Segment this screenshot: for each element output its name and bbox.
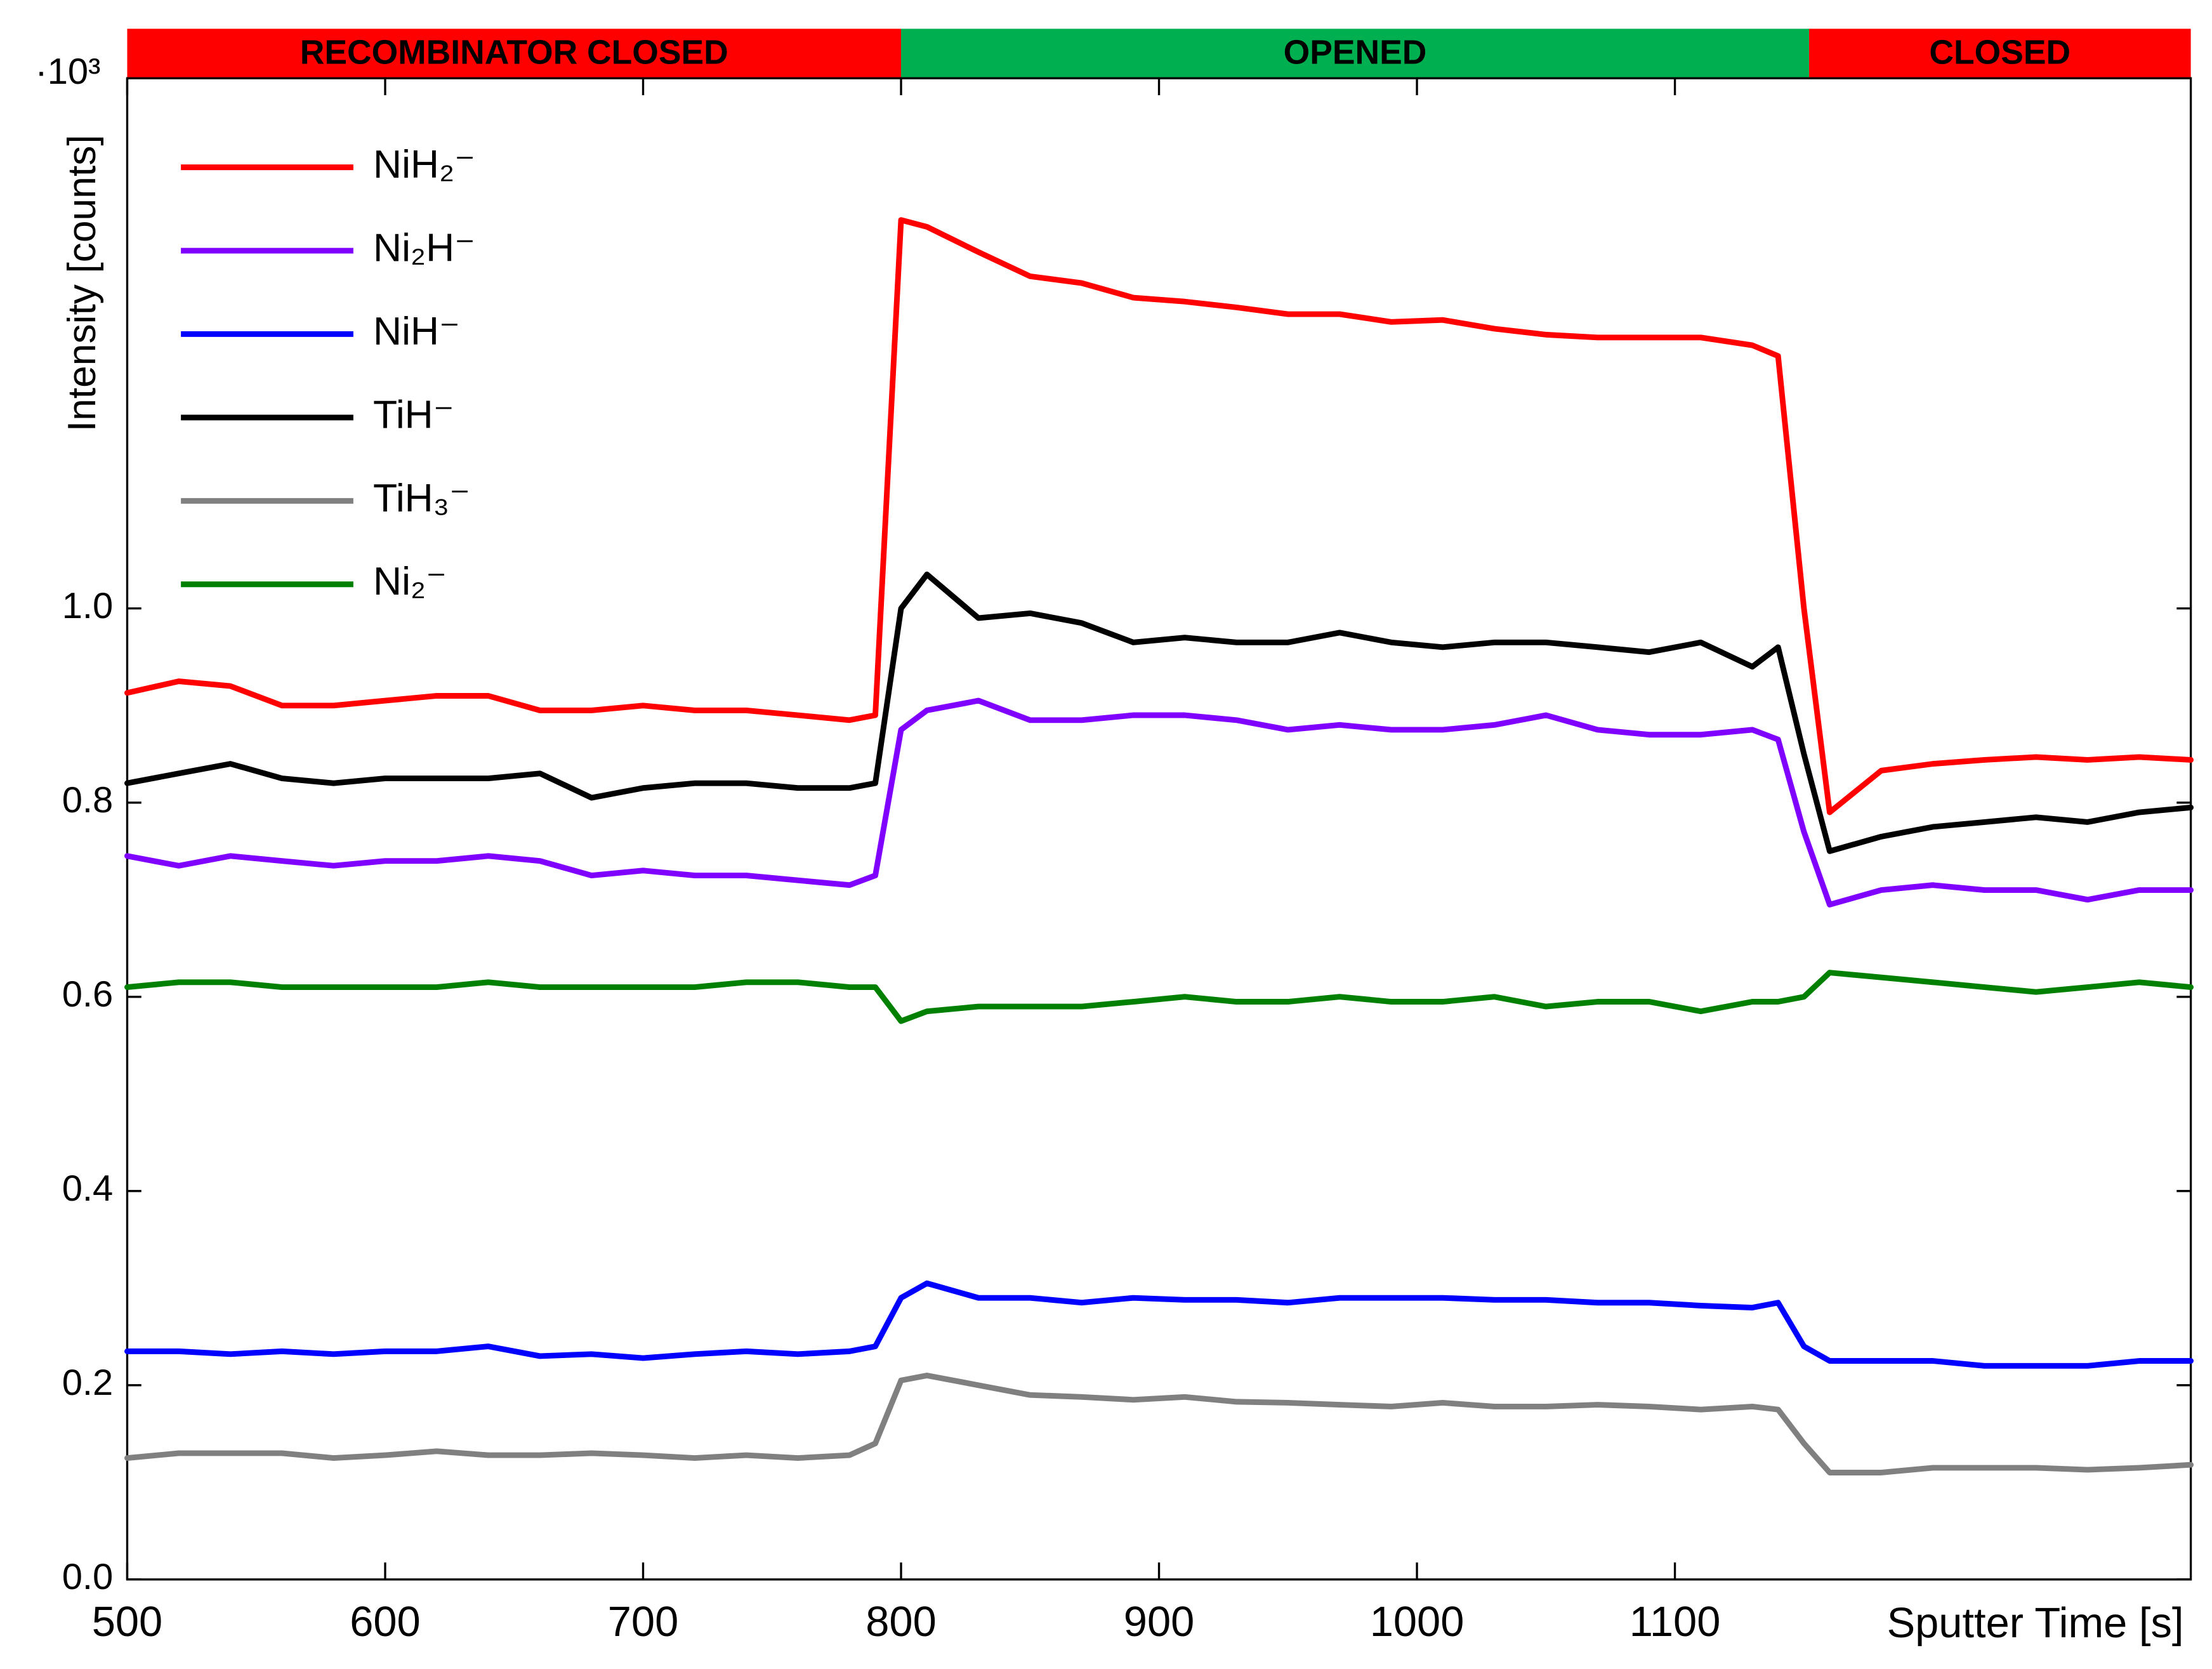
- y-tick-label: 0.8: [62, 780, 114, 821]
- phase-label: CLOSED: [1929, 34, 2070, 72]
- phase-label: OPENED: [1284, 34, 1427, 72]
- series-line: [124, 1373, 2194, 1475]
- x-tick-label: 1000: [1370, 1599, 1465, 1646]
- x-tick-label: 800: [866, 1599, 936, 1646]
- x-tick-label: 500: [92, 1599, 162, 1646]
- x-tick-label: 700: [608, 1599, 678, 1646]
- phase-band: [901, 29, 1809, 79]
- y-tick-label: 0.6: [62, 974, 114, 1015]
- plot-frame: [126, 77, 2192, 1581]
- x-axis-title: Sputter Time [s]: [1887, 1600, 2184, 1647]
- series-line: [124, 571, 2194, 854]
- x-tick-label: 900: [1124, 1599, 1194, 1646]
- phase-band: [1808, 29, 2191, 79]
- y-tick-label: 0.0: [62, 1557, 114, 1597]
- legend-label: NiH⁻: [373, 310, 460, 353]
- series-line: [124, 970, 2194, 1024]
- x-tick-label: 600: [350, 1599, 420, 1646]
- legend-label: TiH₃⁻: [373, 477, 470, 520]
- series-line: [124, 1280, 2194, 1369]
- series-line: [124, 217, 2194, 815]
- y-tick-label: 0.4: [62, 1168, 114, 1209]
- legend-label: Ni₂H⁻: [373, 227, 475, 270]
- y-tick-label: 1.0: [62, 586, 114, 626]
- legend-label: Ni₂⁻: [373, 560, 447, 604]
- x-tick-label: 1100: [1629, 1599, 1721, 1646]
- y-multiplier: ·10³: [35, 51, 100, 92]
- legend-label: TiH⁻: [373, 393, 454, 437]
- phase-label: RECOMBINATOR CLOSED: [300, 34, 728, 72]
- y-tick-label: 0.2: [62, 1362, 114, 1403]
- phase-band: [127, 29, 902, 79]
- legend-label: NiH₂⁻: [373, 143, 475, 187]
- series-line: [124, 697, 2194, 907]
- y-axis-title: Intensity [counts]: [60, 135, 104, 432]
